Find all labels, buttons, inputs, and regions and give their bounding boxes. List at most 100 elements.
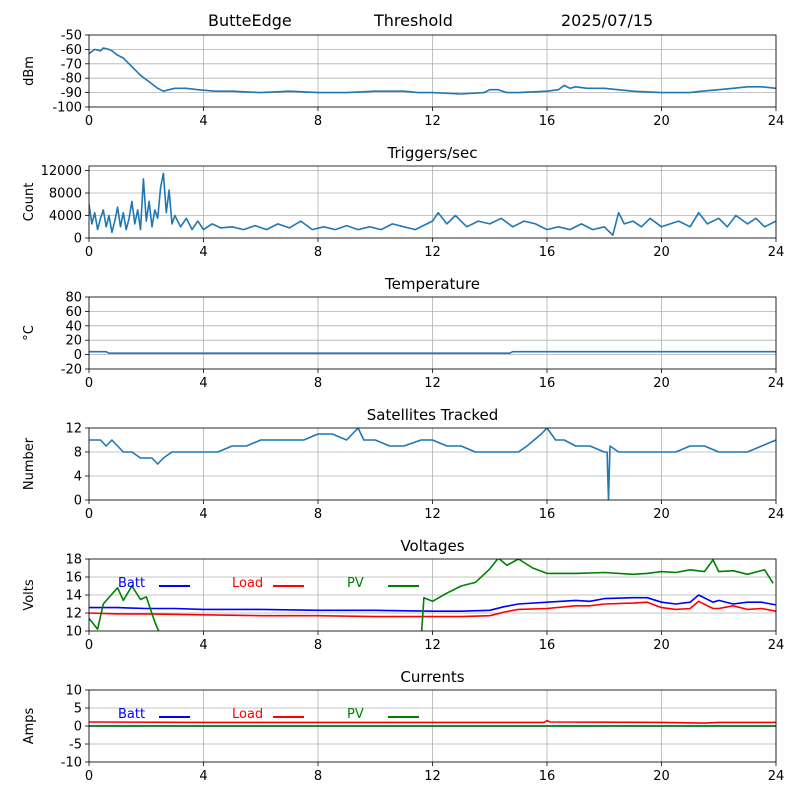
x-tick-label: 12 <box>424 507 441 522</box>
x-tick-label: 12 <box>424 638 441 653</box>
legend-label-pv: PV <box>347 576 364 591</box>
legend-label-batt: Batt <box>118 707 145 722</box>
x-tick-label: 0 <box>85 376 93 391</box>
y-tick-label: -10 <box>61 756 82 771</box>
plot-frame <box>88 427 777 501</box>
x-tick-label: 8 <box>314 245 322 260</box>
x-tick-label: 4 <box>199 507 207 522</box>
x-tick-label: 8 <box>314 638 322 653</box>
y-tick-label: 4 <box>74 470 82 485</box>
x-tick-label: 4 <box>199 769 207 784</box>
x-tick-label: 24 <box>768 245 785 260</box>
x-tick-label: 0 <box>85 245 93 260</box>
y-axis-label: Number <box>22 437 37 490</box>
legend-label-pv: PV <box>347 707 364 722</box>
x-tick-label: 4 <box>199 245 207 260</box>
legend-label-batt: Batt <box>118 576 145 591</box>
series-line-load <box>89 600 776 618</box>
legend-label-load: Load <box>232 576 263 591</box>
x-tick-label: 20 <box>653 507 670 522</box>
y-axis-label: Volts <box>22 579 37 611</box>
x-tick-label: 16 <box>539 376 556 391</box>
y-tick-label: 16 <box>65 571 82 586</box>
x-tick-label: 16 <box>539 507 556 522</box>
station-name: ButteEdge <box>208 11 292 30</box>
x-tick-label: 0 <box>85 507 93 522</box>
chart-title: Triggers/sec <box>387 144 478 162</box>
x-tick-label: 0 <box>85 638 93 653</box>
y-tick-label: 8000 <box>49 187 82 202</box>
x-tick-label: 12 <box>424 376 441 391</box>
chart-title: Currents <box>400 668 464 686</box>
plot-frame <box>88 296 777 370</box>
x-tick-label: 12 <box>424 769 441 784</box>
x-tick-label: 12 <box>424 114 441 129</box>
y-tick-label: -80 <box>61 72 82 87</box>
legend-label-load: Load <box>232 707 263 722</box>
y-tick-label: 8 <box>74 446 82 461</box>
series-line <box>89 172 776 236</box>
plot-frame <box>88 34 777 108</box>
x-tick-label: 8 <box>314 507 322 522</box>
threshold-label: Threshold <box>373 11 453 30</box>
y-tick-label: -5 <box>69 738 82 753</box>
series-line <box>89 428 776 500</box>
y-tick-label: 0 <box>74 720 82 735</box>
x-tick-label: 4 <box>199 376 207 391</box>
series-line <box>89 350 776 354</box>
y-tick-label: 10 <box>65 625 82 640</box>
chart-panel-5: 0 4 8 12 16 20 24 10 12 14 16 18 Voltages Volts Batt Lo… <box>22 537 784 653</box>
series-line-pv <box>89 559 774 631</box>
y-axis-label: °C <box>22 325 37 341</box>
x-tick-label: 12 <box>424 245 441 260</box>
y-tick-label: 12000 <box>41 164 82 179</box>
chart-panel-1: 0 4 8 12 16 20 24 -50-60-70-80-90-100 dBm <box>22 29 784 130</box>
x-tick-label: 16 <box>539 245 556 260</box>
x-tick-label: 24 <box>768 507 785 522</box>
chart-title: Satellites Tracked <box>367 406 498 424</box>
series-line-load <box>89 719 776 724</box>
plot-frame <box>88 165 777 239</box>
series-line-batt <box>89 594 776 612</box>
chart-panel-4: 0 4 8 12 16 20 24 0 4 8 12 Satellites Tracked Number <box>22 406 784 522</box>
x-tick-label: 24 <box>768 376 785 391</box>
y-tick-label: -100 <box>52 101 82 116</box>
plot-frame <box>88 558 777 632</box>
x-tick-label: 8 <box>314 769 322 784</box>
y-axis-label: Count <box>22 183 37 222</box>
x-tick-label: 16 <box>539 769 556 784</box>
x-tick-label: 20 <box>653 376 670 391</box>
x-tick-label: 24 <box>768 114 785 129</box>
x-tick-label: 24 <box>768 769 785 784</box>
y-tick-label: 0 <box>74 494 82 509</box>
y-tick-label: 14 <box>65 589 82 604</box>
y-tick-label: 12 <box>65 607 82 622</box>
x-tick-label: 20 <box>653 114 670 129</box>
x-tick-label: 0 <box>85 114 93 129</box>
x-tick-label: 20 <box>653 769 670 784</box>
chart-title: Voltages <box>400 537 464 555</box>
y-tick-label: 20 <box>65 334 82 349</box>
x-tick-label: 0 <box>85 769 93 784</box>
y-tick-label: 60 <box>65 305 82 320</box>
y-tick-label: -60 <box>61 43 82 58</box>
y-tick-label: 12 <box>65 422 82 437</box>
chart-panel-6: 0 4 8 12 16 20 24 -10 -5 0 5 10 Currents Amps Batt Load… <box>22 668 784 784</box>
y-tick-label: 40 <box>65 319 82 334</box>
series-line <box>89 47 776 95</box>
y-tick-label: 18 <box>65 553 82 568</box>
x-tick-label: 8 <box>314 376 322 391</box>
x-tick-label: 8 <box>314 114 322 129</box>
y-tick-label: 0 <box>74 348 82 363</box>
plot-frame <box>88 689 777 763</box>
y-tick-label: 10 <box>65 684 82 699</box>
x-tick-label: 4 <box>199 114 207 129</box>
x-tick-label: 4 <box>199 638 207 653</box>
x-tick-label: 16 <box>539 114 556 129</box>
y-tick-label: -70 <box>61 57 82 72</box>
x-tick-label: 16 <box>539 638 556 653</box>
y-tick-label: -50 <box>61 29 82 44</box>
